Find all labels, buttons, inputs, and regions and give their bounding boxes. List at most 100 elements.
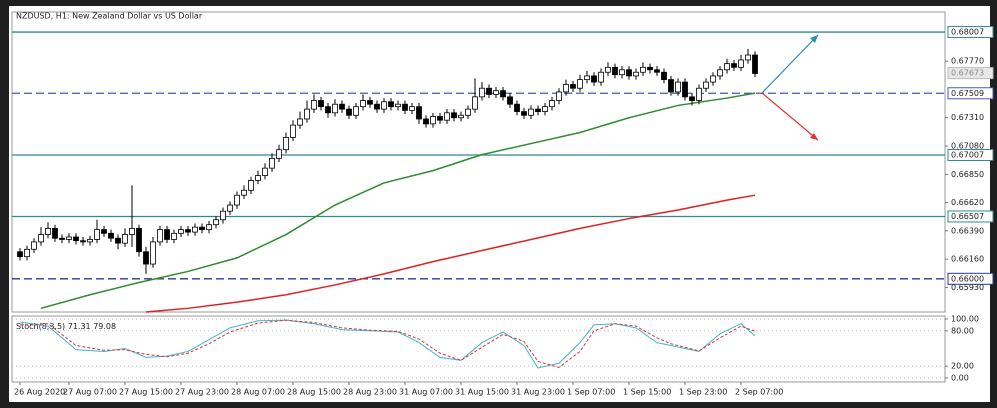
candle-body xyxy=(584,75,590,81)
moving-average xyxy=(40,92,756,310)
candle-body xyxy=(185,229,191,233)
candle-body xyxy=(206,224,212,231)
candle-body xyxy=(52,227,58,239)
candle-body xyxy=(304,108,310,120)
candle-body xyxy=(332,103,338,114)
y-tick-label: 0.66390 xyxy=(951,226,984,235)
candle-body xyxy=(38,234,44,243)
level-label-box xyxy=(947,87,994,100)
candle-body xyxy=(556,91,562,101)
x-tick-label: 31 Aug 23:00 xyxy=(511,388,565,397)
stoch-title: Stoch(8,3,5) 71.31 79.08 xyxy=(16,322,116,331)
current-price-box xyxy=(947,67,994,80)
candle-body xyxy=(612,66,618,76)
candle-body xyxy=(129,227,135,235)
candle-body xyxy=(108,232,114,239)
candle-body xyxy=(493,90,499,95)
x-tick-label: 1 Sep 23:00 xyxy=(679,388,727,397)
candle-body xyxy=(178,229,184,234)
candle-body xyxy=(353,106,359,116)
candle-body xyxy=(248,180,254,191)
candle-body xyxy=(486,87,492,95)
candle-body xyxy=(521,111,527,116)
candle-body xyxy=(388,101,394,108)
candle-body xyxy=(717,69,723,77)
plot: 0.67770 0.67310 0.67080 0.66850 0.66620 0.663… xyxy=(12,26,994,397)
candle-body xyxy=(416,106,422,120)
candle-body xyxy=(500,90,506,98)
level-label-box xyxy=(947,210,994,223)
candle-body xyxy=(731,63,737,68)
candle-body xyxy=(297,118,303,126)
candle-body xyxy=(325,106,331,114)
chart-title: NZDUSD, H1: New Zealand Dollar vs US Dol… xyxy=(16,12,203,21)
x-tick-label: 1 Sep 15:00 xyxy=(623,388,671,397)
candle-body xyxy=(73,236,79,242)
candle-body xyxy=(549,100,555,108)
candle-body xyxy=(374,103,380,110)
x-tick-label: 2 Sep 07:00 xyxy=(735,388,783,397)
candle-body xyxy=(143,251,149,265)
y-tick-label: 0.67770 xyxy=(951,57,984,66)
candle-body xyxy=(241,189,247,196)
stoch-name: Stoch(8,3,5) xyxy=(16,322,65,331)
candle-body xyxy=(122,234,128,244)
candle-body xyxy=(255,175,261,181)
candle-body xyxy=(283,137,289,151)
candle-body xyxy=(647,66,653,71)
candle-body xyxy=(31,241,37,250)
y-tick-label: 0.65930 xyxy=(951,283,984,292)
candle-body xyxy=(661,71,667,81)
stoch-line xyxy=(19,319,756,368)
y-tick-label: 20.00 xyxy=(951,362,974,371)
candle-body xyxy=(346,108,352,116)
candle-body xyxy=(528,108,534,116)
x-tick-label: 26 Aug 2020 xyxy=(14,388,65,397)
x-tick-label: 31 Aug 07:00 xyxy=(399,388,453,397)
candle-body xyxy=(150,241,156,265)
candle-body xyxy=(654,69,660,73)
candle-body xyxy=(668,79,674,93)
x-tick-label: 28 Aug 15:00 xyxy=(287,388,341,397)
candle-body xyxy=(136,227,142,253)
canvas xyxy=(9,6,990,402)
candle-body xyxy=(451,112,457,119)
candle-body xyxy=(101,229,107,234)
candle-body xyxy=(542,106,548,112)
y-tick-label: 80.00 xyxy=(951,326,974,335)
level-label-box xyxy=(947,26,994,39)
x-tick-label: 28 Aug 23:00 xyxy=(343,388,397,397)
x-tick-label: 27 Aug 07:00 xyxy=(63,388,117,397)
stoch-main-value: 71.31 xyxy=(68,322,91,331)
level-label: 0.66000 xyxy=(951,274,984,283)
x-tick-label: 28 Aug 07:00 xyxy=(231,388,285,397)
stoch-signal-value: 79.08 xyxy=(93,322,116,331)
moving-average xyxy=(145,194,756,313)
candle-body xyxy=(682,81,688,98)
main-panel xyxy=(11,11,946,313)
y-tick-label: 0.67310 xyxy=(951,113,984,122)
candle-body xyxy=(17,251,23,258)
candle-body xyxy=(640,66,646,73)
candle-body xyxy=(626,69,632,77)
candle-body xyxy=(311,100,317,110)
y-tick-label: 0.67080 xyxy=(951,142,984,151)
candle-body xyxy=(724,63,730,71)
candle-body xyxy=(94,229,100,240)
y-tick-label: 0.66620 xyxy=(951,198,984,207)
candle-body xyxy=(465,108,471,116)
candle-body xyxy=(164,229,170,240)
candle-body xyxy=(577,79,583,89)
up-arrow-head xyxy=(810,35,818,43)
candle-body xyxy=(745,54,751,61)
candle-body xyxy=(752,54,758,74)
candle-body xyxy=(395,103,401,108)
candle-body xyxy=(318,100,324,108)
candle-body xyxy=(437,116,443,121)
level-label: 0.67509 xyxy=(951,89,984,98)
level-label-box xyxy=(947,148,994,161)
y-tick-label: 100.00 xyxy=(951,315,979,324)
candle-body xyxy=(360,100,366,108)
candle-body xyxy=(430,116,436,125)
